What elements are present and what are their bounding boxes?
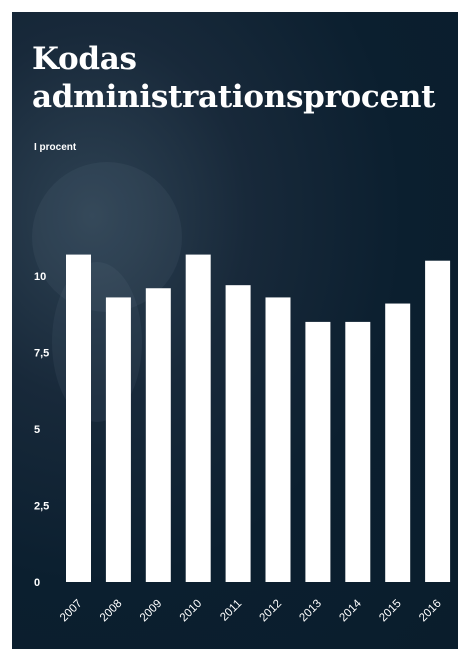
y-tick-label: 10	[34, 271, 46, 283]
y-tick-label: 7,5	[34, 348, 49, 360]
unit-label: I procent	[34, 142, 77, 153]
x-tick-label: 2007	[58, 598, 85, 625]
background-texture	[32, 162, 182, 312]
x-tick-label: 2011	[218, 598, 244, 624]
chart-card: Kodas administrationsprocent I procent 0…	[12, 12, 458, 649]
bar-2009	[145, 288, 171, 582]
bar-chart: 0 2,5 5 7,5 10 2007 2008 2009 2010 2011 2012 2013 20…	[34, 254, 451, 625]
x-tick-label: 2009	[138, 598, 165, 625]
x-tick-label: 2016	[417, 598, 444, 625]
x-tick-label: 2014	[337, 597, 364, 624]
x-tick-label: 2012	[258, 598, 285, 625]
bar-2007	[66, 254, 91, 582]
bar-2012	[265, 297, 291, 582]
bar-2011	[225, 285, 251, 582]
bar-2016	[425, 260, 451, 582]
x-tick-label: 2013	[297, 598, 324, 625]
bar-2010	[185, 254, 211, 582]
bar-2015	[385, 303, 411, 582]
bar-2014	[345, 321, 371, 582]
x-tick-label: 2008	[98, 598, 125, 625]
bar-2013	[305, 321, 331, 582]
y-tick-label: 5	[34, 424, 40, 436]
x-tick-label: 2015	[377, 598, 404, 625]
y-tick-label: 0	[34, 577, 40, 589]
y-tick-label: 2,5	[34, 501, 49, 513]
chart-title: Kodas administrationsprocent	[32, 41, 436, 115]
x-tick-label: 2010	[178, 598, 205, 625]
bar-2008	[105, 297, 131, 582]
